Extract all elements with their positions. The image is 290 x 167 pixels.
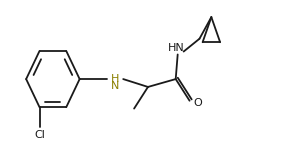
Text: HN: HN [168, 43, 185, 53]
Text: Cl: Cl [34, 130, 45, 140]
Text: H: H [111, 74, 120, 84]
Text: N: N [111, 81, 120, 92]
Text: O: O [193, 98, 202, 108]
